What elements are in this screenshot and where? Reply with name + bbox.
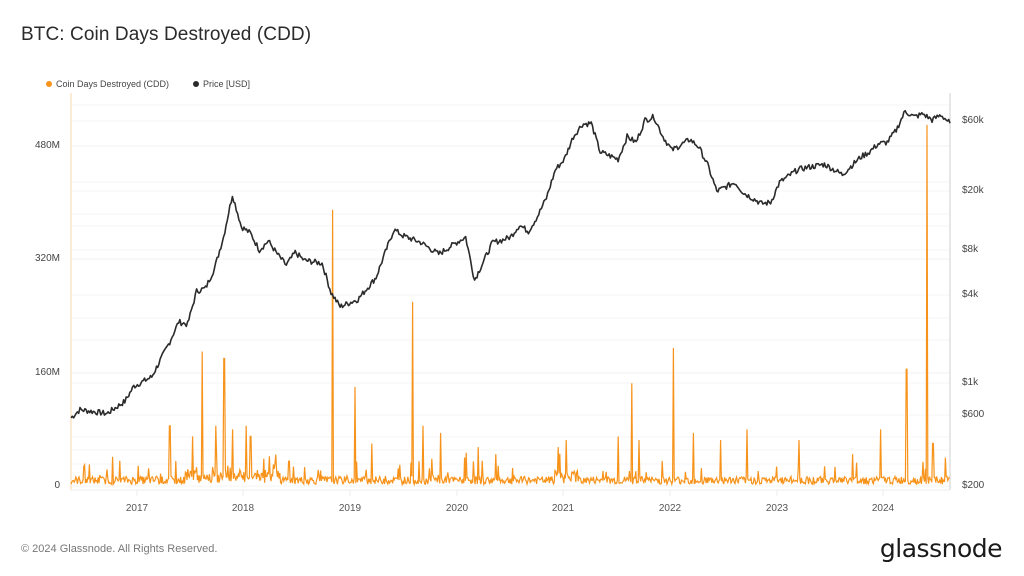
x-axis-tick-label: 2023: [765, 503, 789, 514]
x-axis-tick-label: 2024: [871, 503, 895, 514]
chart-title: BTC: Coin Days Destroyed (CDD): [21, 24, 312, 45]
left-axis-tick-label: 480M: [34, 140, 60, 151]
right-axis-tick-label: $600: [962, 409, 985, 420]
x-axis-tick-label: 2022: [658, 503, 682, 514]
legend-item-cdd[interactable]: Coin Days Destroyed (CDD): [46, 79, 169, 89]
glassnode-logo[interactable]: glassnode: [879, 534, 1003, 563]
x-axis-tick-label: 2019: [338, 503, 362, 514]
cdd-series-line: [70, 124, 950, 487]
x-axis-tick-label: 2020: [445, 503, 469, 514]
right-axis-tick-label: $60k: [962, 115, 984, 126]
left-axis-tick-label: 0: [54, 480, 60, 491]
right-axis-tick-label: $20k: [962, 185, 984, 196]
x-tick-marks: [136, 490, 884, 496]
x-axis-tick-label: 2017: [125, 503, 149, 514]
price-series-line: [70, 109, 951, 419]
right-axis-tick-label: $200: [962, 480, 985, 491]
right-axis-tick-label: $1k: [962, 377, 979, 388]
right-axis-tick-label: $8k: [962, 244, 979, 255]
legend-item-price[interactable]: Price [USD]: [193, 79, 250, 89]
legend: Coin Days Destroyed (CDD) Price [USD]: [46, 79, 250, 89]
legend-label-price: Price [USD]: [203, 79, 251, 89]
x-axis-tick-label: 2018: [231, 503, 255, 514]
copyright-text: © 2024 Glassnode. All Rights Reserved.: [21, 543, 218, 555]
left-axis-tick-label: 320M: [34, 253, 60, 264]
legend-label-cdd: Coin Days Destroyed (CDD): [56, 79, 170, 89]
right-axis-tick-label: $4k: [962, 289, 979, 300]
price-legend-dot-icon: [193, 81, 200, 87]
gridlines: [71, 104, 950, 487]
cdd-legend-dot-icon: [46, 81, 52, 87]
x-axis-tick-label: 2021: [551, 503, 575, 514]
left-axis-tick-label: 160M: [34, 367, 60, 378]
